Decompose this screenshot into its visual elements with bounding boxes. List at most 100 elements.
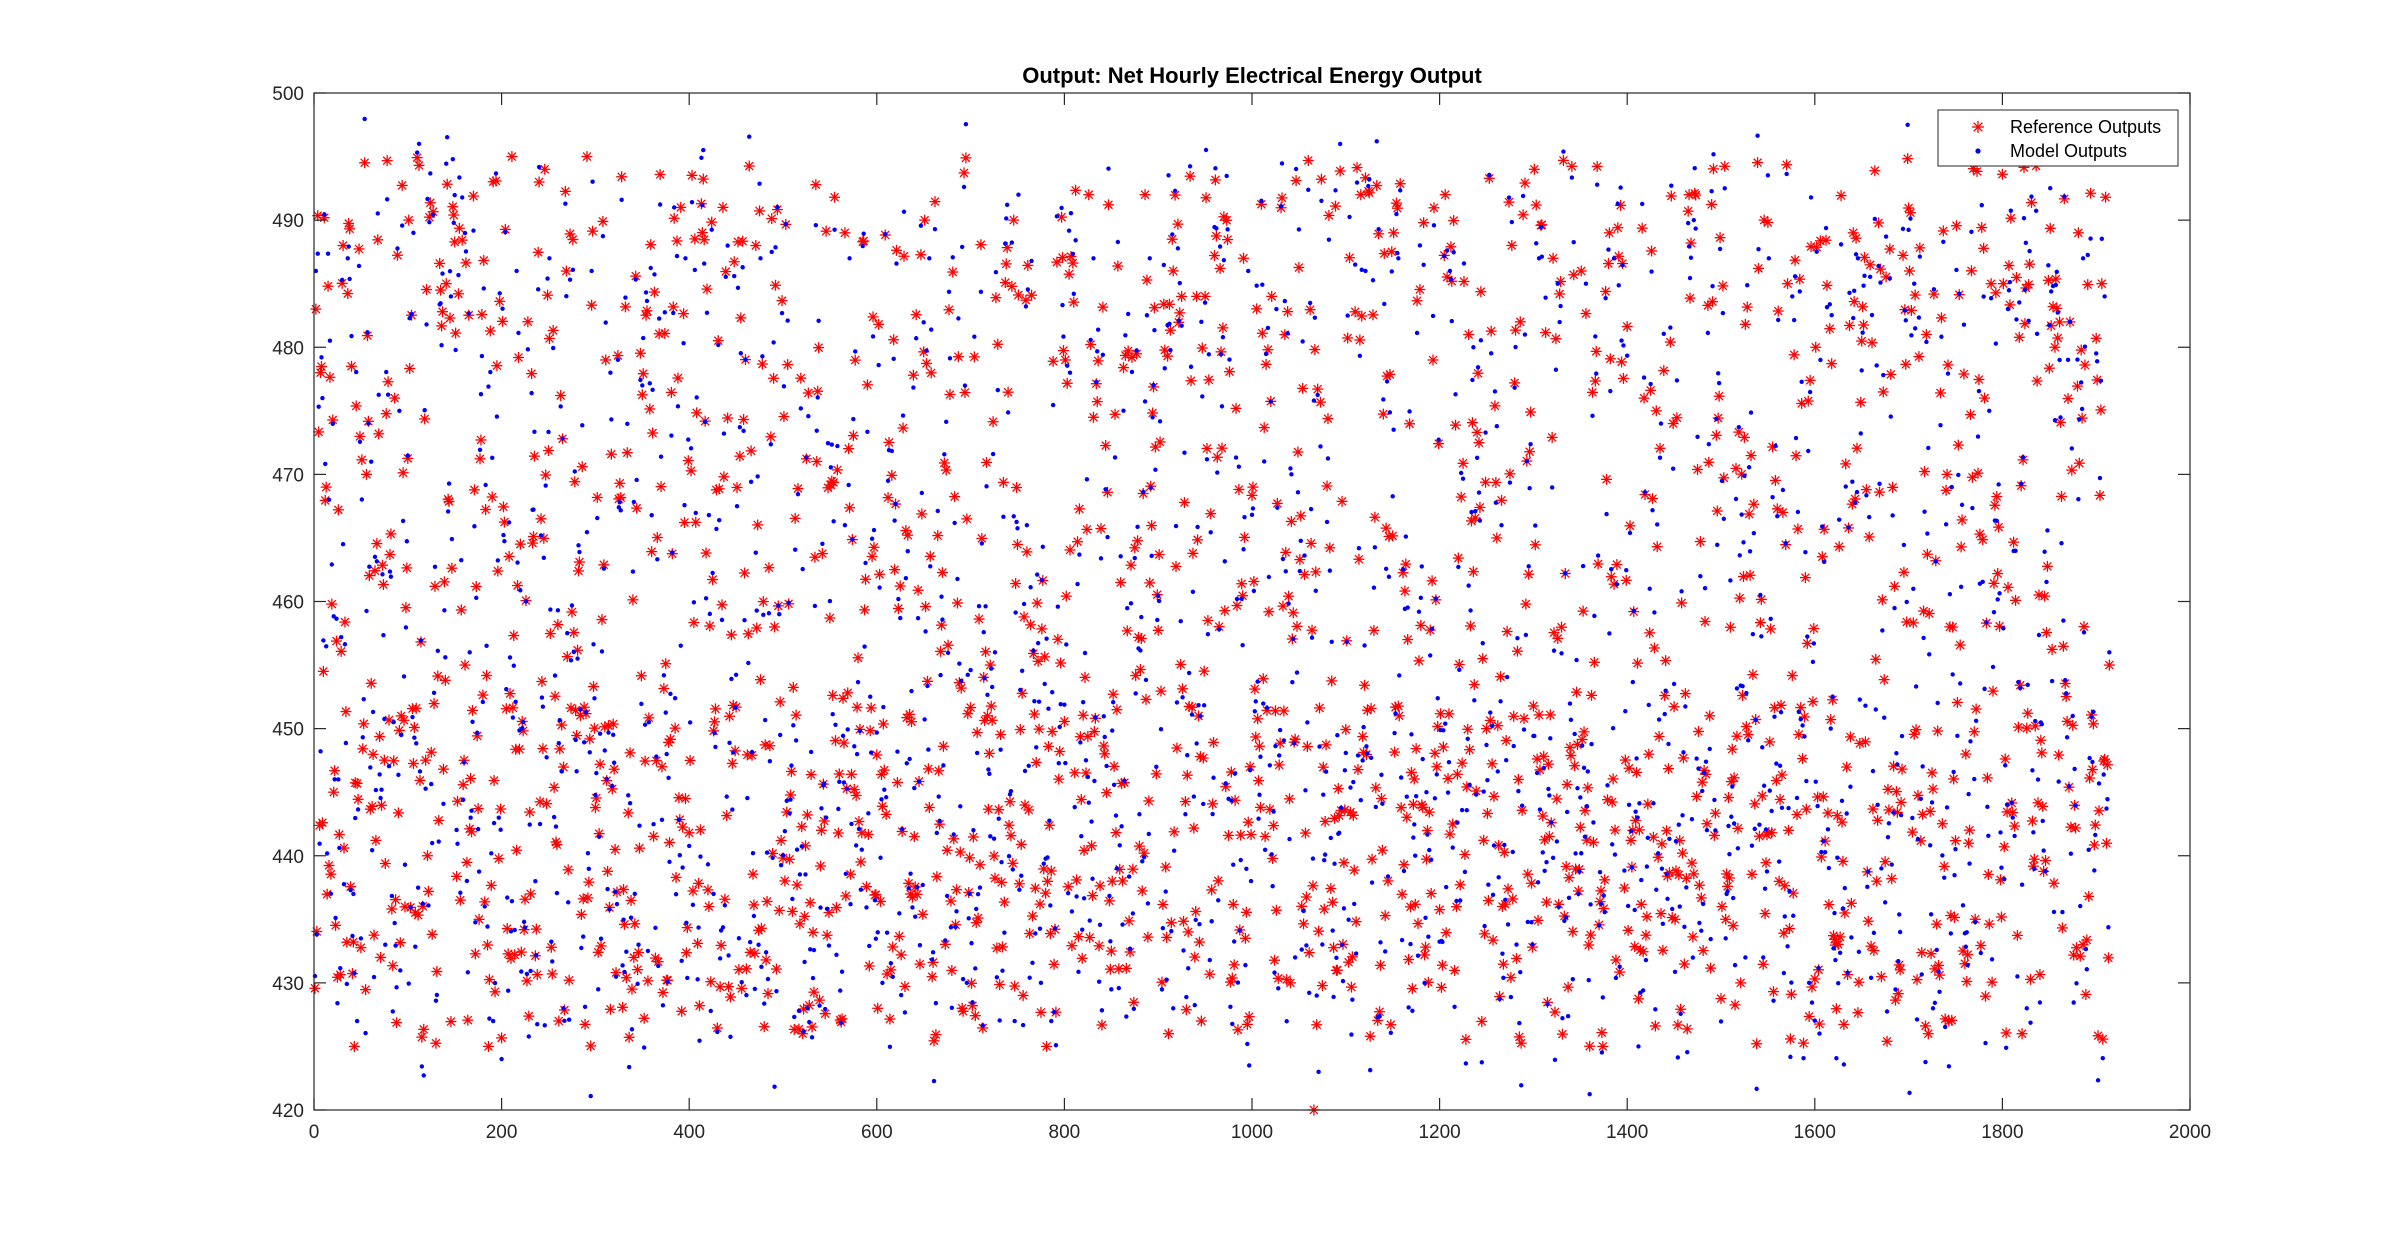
reference-point: [385, 528, 396, 539]
reference-point: [719, 894, 730, 905]
reference-point: [383, 376, 394, 387]
reference-point: [974, 613, 985, 624]
reference-point: [371, 538, 382, 549]
reference-point: [551, 839, 562, 850]
reference-point: [324, 860, 335, 871]
reference-point: [1141, 275, 1152, 286]
reference-point: [997, 941, 1008, 952]
reference-point: [444, 496, 455, 507]
reference-point: [1039, 651, 1050, 662]
reference-point: [1077, 953, 1088, 964]
reference-point: [1074, 503, 1085, 514]
reference-point: [1171, 743, 1182, 754]
reference-point: [883, 492, 894, 503]
reference-point: [916, 508, 927, 519]
reference-point: [958, 1006, 969, 1017]
reference-point: [369, 930, 380, 941]
reference-point: [912, 889, 923, 900]
reference-point: [449, 236, 460, 247]
reference-point: [974, 859, 985, 870]
reference-point: [717, 202, 728, 213]
reference-point: [893, 603, 904, 614]
reference-point: [758, 596, 769, 607]
reference-point: [535, 513, 546, 524]
reference-point: [389, 393, 400, 404]
reference-point: [724, 711, 735, 722]
reference-point: [321, 482, 332, 493]
reference-point: [1140, 189, 1151, 200]
reference-point: [844, 502, 855, 513]
reference-point: [722, 412, 733, 423]
reference-point: [821, 226, 832, 237]
reference-point: [1205, 508, 1216, 519]
reference-point: [1098, 740, 1109, 751]
reference-point: [1242, 1019, 1253, 1030]
reference-point: [609, 764, 620, 775]
reference-point: [626, 984, 637, 995]
reference-point: [1004, 796, 1015, 807]
reference-point: [637, 389, 648, 400]
reference-point: [633, 947, 644, 958]
reference-point: [1052, 634, 1063, 645]
reference-point: [1215, 263, 1226, 274]
reference-point: [1060, 354, 1071, 365]
reference-point: [1110, 827, 1121, 838]
reference-point: [686, 465, 697, 476]
reference-point: [791, 710, 802, 721]
reference-point: [1093, 355, 1104, 366]
reference-point: [649, 287, 660, 298]
reference-point: [452, 796, 463, 807]
reference-point: [702, 284, 713, 295]
reference-point: [846, 769, 857, 780]
reference-point: [860, 574, 871, 585]
reference-point: [419, 413, 430, 424]
reference-point: [638, 368, 649, 379]
reference-point: [1081, 524, 1092, 535]
reference-point: [379, 755, 390, 766]
reference-point: [549, 782, 560, 793]
reference-point: [691, 407, 702, 418]
reference-point: [381, 408, 392, 419]
reference-point: [756, 923, 767, 934]
reference-point: [777, 295, 788, 306]
reference-point: [718, 471, 729, 482]
reference-point: [754, 205, 765, 216]
reference-point: [795, 373, 806, 384]
reference-point: [1210, 174, 1221, 185]
reference-point: [688, 617, 699, 628]
reference-point: [931, 871, 942, 882]
reference-point: [342, 288, 353, 299]
reference-point: [813, 342, 824, 353]
reference-point: [812, 386, 823, 397]
reference-point: [477, 690, 488, 701]
reference-point: [774, 905, 785, 916]
reference-point: [1162, 351, 1173, 362]
reference-point: [1211, 230, 1222, 241]
reference-point: [529, 451, 540, 462]
reference-point: [705, 976, 716, 987]
reference-point: [1181, 1004, 1192, 1015]
reference-point: [1005, 830, 1016, 841]
reference-point: [1072, 536, 1083, 547]
reference-point: [892, 777, 903, 788]
reference-point: [400, 602, 411, 613]
reference-point: [694, 1000, 705, 1011]
reference-point: [1190, 906, 1201, 917]
reference-point: [1088, 412, 1099, 423]
reference-point: [1216, 443, 1227, 454]
reference-point: [1219, 605, 1230, 616]
reference-point: [1246, 829, 1257, 840]
reference-point: [748, 899, 759, 910]
reference-point: [1196, 1016, 1207, 1027]
reference-point: [550, 691, 561, 702]
reference-point: [944, 389, 955, 400]
reference-point: [917, 909, 928, 920]
reference-point: [421, 284, 432, 295]
reference-point: [675, 202, 686, 213]
reference-point: [440, 675, 451, 686]
reference-point: [911, 309, 922, 320]
reference-point: [671, 872, 682, 883]
reference-point: [746, 445, 757, 456]
reference-point: [1177, 683, 1188, 694]
reference-point: [375, 952, 386, 963]
